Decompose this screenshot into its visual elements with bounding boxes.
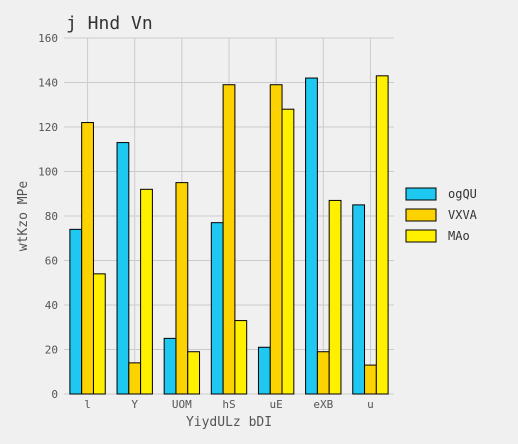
y-tick-label: 140 bbox=[38, 77, 58, 90]
bar-MAo-hS bbox=[235, 321, 247, 394]
x-tick-label: hS bbox=[222, 398, 235, 411]
legend-swatch bbox=[406, 209, 436, 221]
x-axis-label: YiydULz bDI bbox=[186, 415, 272, 430]
bar-MAo-Y bbox=[141, 189, 153, 394]
x-tick-label: u bbox=[367, 398, 374, 411]
legend-label: MAo bbox=[448, 229, 470, 243]
y-tick-label: 40 bbox=[45, 299, 58, 312]
bar-VXVA-eXB bbox=[317, 352, 329, 394]
bar-MAo-l bbox=[93, 274, 105, 394]
bar-ogQU-uE bbox=[258, 347, 270, 394]
chart-title: j Hnd Vn bbox=[66, 13, 153, 34]
y-tick-label: 100 bbox=[38, 166, 58, 179]
bar-VXVA-hS bbox=[223, 85, 235, 394]
bar-ogQU-UOM bbox=[164, 338, 176, 394]
x-tick-label: uE bbox=[270, 398, 283, 411]
x-tick-label: Y bbox=[131, 398, 138, 411]
y-tick-label: 20 bbox=[45, 344, 58, 357]
legend-swatch bbox=[406, 188, 436, 200]
bar-ogQU-u bbox=[353, 205, 365, 394]
y-tick-label: 0 bbox=[51, 388, 58, 401]
bar-ogQU-eXB bbox=[306, 78, 318, 394]
bar-ogQU-Y bbox=[117, 143, 129, 394]
legend-label: VXVA bbox=[448, 208, 478, 222]
bar-VXVA-l bbox=[82, 123, 94, 394]
bar-VXVA-uE bbox=[270, 85, 282, 394]
x-tick-label: eXB bbox=[313, 398, 333, 411]
bar-MAo-eXB bbox=[329, 200, 341, 394]
bar-VXVA-UOM bbox=[176, 183, 188, 394]
y-axis-label: wtKzo MPe bbox=[16, 181, 31, 252]
legend-swatch bbox=[406, 230, 436, 242]
bar-MAo-uE bbox=[282, 109, 294, 394]
bar-VXVA-Y bbox=[129, 363, 141, 394]
bar-ogQU-l bbox=[70, 229, 82, 394]
y-tick-label: 60 bbox=[45, 255, 58, 268]
y-tick-label: 80 bbox=[45, 210, 58, 223]
bar-VXVA-u bbox=[365, 365, 377, 394]
x-tick-label: UOM bbox=[172, 398, 192, 411]
legend-label: ogQU bbox=[448, 187, 477, 201]
bar-MAo-u bbox=[376, 76, 388, 394]
y-tick-label: 160 bbox=[38, 32, 58, 45]
bar-ogQU-hS bbox=[211, 223, 223, 394]
y-tick-label: 120 bbox=[38, 121, 58, 134]
bar-MAo-UOM bbox=[188, 352, 200, 394]
x-tick-label: l bbox=[84, 398, 91, 411]
